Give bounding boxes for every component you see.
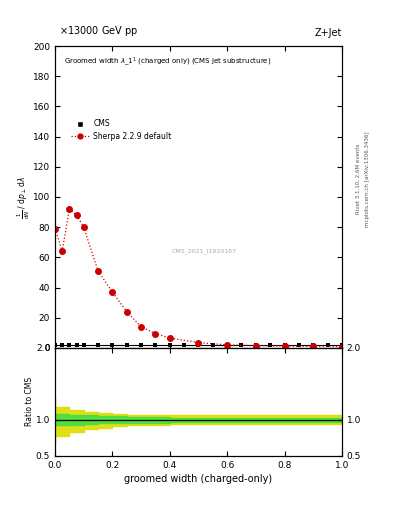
Text: mcplots.cern.ch [arXiv:1306.3436]: mcplots.cern.ch [arXiv:1306.3436] [365, 132, 370, 227]
Text: CMS_2021_I1920187: CMS_2021_I1920187 [172, 248, 237, 254]
Text: Groomed width $\lambda\_1^1$ (charged only) (CMS jet substructure): Groomed width $\lambda\_1^1$ (charged on… [64, 55, 271, 68]
Text: Rivet 3.1.10, 2.6M events: Rivet 3.1.10, 2.6M events [356, 144, 361, 215]
Y-axis label: Ratio to CMS: Ratio to CMS [26, 377, 35, 426]
Text: $\times$13000 GeV pp: $\times$13000 GeV pp [59, 25, 138, 38]
X-axis label: groomed width (charged-only): groomed width (charged-only) [125, 474, 272, 484]
Y-axis label: $\frac{1}{\mathrm{d}N}$ / $\mathrm{d}p_\perp\,\mathrm{d}\lambda$: $\frac{1}{\mathrm{d}N}$ / $\mathrm{d}p_\… [15, 175, 31, 219]
Legend: CMS, Sherpa 2.2.9 default: CMS, Sherpa 2.2.9 default [68, 116, 175, 144]
Text: Z+Jet: Z+Jet [314, 28, 342, 38]
